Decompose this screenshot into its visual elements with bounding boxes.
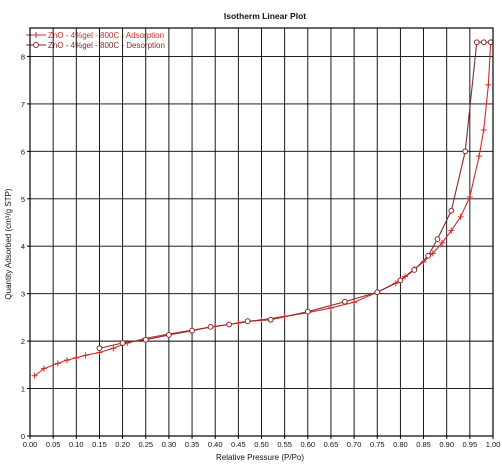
x-axis-label: Relative Pressure (P/Po): [216, 453, 304, 462]
adsorption-data-point: [281, 313, 288, 320]
desorption-data-point: [480, 39, 487, 46]
adsorption-data-point: [235, 320, 242, 327]
adsorption-data-point: [82, 352, 89, 359]
y-tick-label: 4: [21, 242, 25, 251]
x-tick-label: 0.40: [208, 440, 223, 449]
x-tick-label: 0.10: [69, 440, 84, 449]
adsorption-data-point: [466, 193, 473, 200]
adsorption-data-point: [457, 213, 464, 220]
x-tick-label: 0.55: [277, 440, 292, 449]
adsorption-data-point: [258, 316, 265, 323]
desorption-data-point: [341, 298, 348, 305]
adsorption-data-point: [402, 273, 409, 280]
desorption-data-point: [304, 308, 311, 315]
adsorption-data-point: [448, 227, 455, 234]
series-lines: [34, 41, 492, 377]
x-tick-label: 0.60: [300, 440, 315, 449]
desorption-data-point: [119, 340, 126, 346]
x-tick-label: 0.05: [46, 440, 61, 449]
adsorption-data-point: [327, 304, 334, 311]
desorption-data-point: [207, 323, 214, 330]
desorption-data-point: [166, 332, 172, 338]
adsorption-data-point: [31, 372, 38, 379]
grid: [29, 28, 494, 437]
adsorption-data-point: [64, 357, 71, 364]
desorption-data-point: [487, 39, 494, 46]
x-tick-label: 0.30: [162, 440, 177, 449]
y-tick-label: 8: [21, 52, 25, 61]
legend-desorption-marker: [33, 42, 39, 48]
y-tick-label: 3: [21, 290, 25, 299]
adsorption-data-point: [351, 299, 358, 306]
adsorption-data-point: [73, 354, 80, 361]
adsorption-data-point: [54, 360, 61, 367]
plot-frame: [29, 27, 494, 437]
x-tick-label: 0.45: [231, 440, 246, 449]
desorption-data-point: [448, 207, 455, 214]
adsorption-data-point: [392, 280, 399, 287]
chart-title: Isotherm Linear Plot: [224, 11, 306, 21]
y-tick-label: 2: [21, 337, 25, 346]
adsorption-data-point: [429, 250, 436, 257]
desorption-data-point: [411, 267, 418, 273]
x-axis-ticks: 0.00 0.05 0.10 0.15 0.20 0.25 0.30 0.35 0.40 0.45…: [23, 436, 501, 449]
desorption-data-point: [374, 289, 381, 296]
legend-adsorption-marker: [33, 32, 39, 38]
desorption-data-point: [434, 236, 441, 243]
adsorption-data-point: [439, 239, 446, 246]
y-axis-ticks: 0 1 2 3 4 5 6 7 8: [21, 52, 30, 441]
desorption-data-point: [244, 318, 251, 325]
desorption-data-point: [462, 148, 469, 155]
x-tick-label: 0.35: [185, 440, 200, 449]
x-tick-label: 0.65: [324, 440, 339, 449]
desorption-data-point: [267, 316, 274, 323]
legend-desorption-label: ZnO - 4%gel - 800C - Desorption: [48, 41, 165, 50]
x-tick-label: 1.00: [486, 440, 501, 449]
y-tick-label: 0: [21, 432, 25, 441]
x-tick-label: 0.15: [92, 440, 107, 449]
x-tick-label: 0.70: [347, 440, 362, 449]
legend-adsorption-label: ZnO - 4%gel - 800C - Adsorption: [48, 31, 164, 40]
x-tick-label: 0.00: [23, 440, 38, 449]
y-tick-label: 5: [21, 195, 25, 204]
desorption-data-point: [425, 252, 432, 259]
x-tick-label: 0.25: [138, 440, 153, 449]
x-tick-label: 0.90: [439, 440, 454, 449]
y-tick-label: 7: [21, 100, 25, 109]
series-markers: [31, 39, 494, 379]
adsorption-data-point: [420, 258, 427, 265]
adsorption-data-point: [40, 365, 47, 372]
x-tick-label: 0.50: [254, 440, 269, 449]
y-tick-label: 6: [21, 147, 25, 156]
desorption-data-point: [226, 321, 232, 328]
x-tick-label: 0.85: [416, 440, 431, 449]
desorption-series-line: [99, 41, 491, 349]
adsorption-data-point: [485, 81, 492, 88]
adsorption-series-line: [34, 42, 492, 377]
y-tick-label: 1: [21, 385, 25, 394]
x-tick-label: 0.80: [393, 440, 408, 449]
adsorption-data-point: [480, 127, 487, 133]
desorption-data-point: [473, 39, 480, 46]
x-tick-label: 0.20: [115, 440, 130, 449]
desorption-data-point: [189, 327, 195, 334]
desorption-data-point: [397, 277, 404, 284]
adsorption-data-point: [476, 153, 483, 160]
x-tick-label: 0.75: [370, 440, 385, 449]
adsorption-data-point: [110, 345, 117, 352]
y-axis-label: Quantity Adsorbed (cm³/g STP): [4, 188, 13, 299]
desorption-data-point: [142, 336, 149, 343]
x-tick-label: 0.95: [463, 440, 478, 449]
legend: ZnO - 4%gel - 800C - Adsorption ZnO - 4%…: [26, 31, 165, 50]
desorption-data-point: [96, 345, 103, 352]
